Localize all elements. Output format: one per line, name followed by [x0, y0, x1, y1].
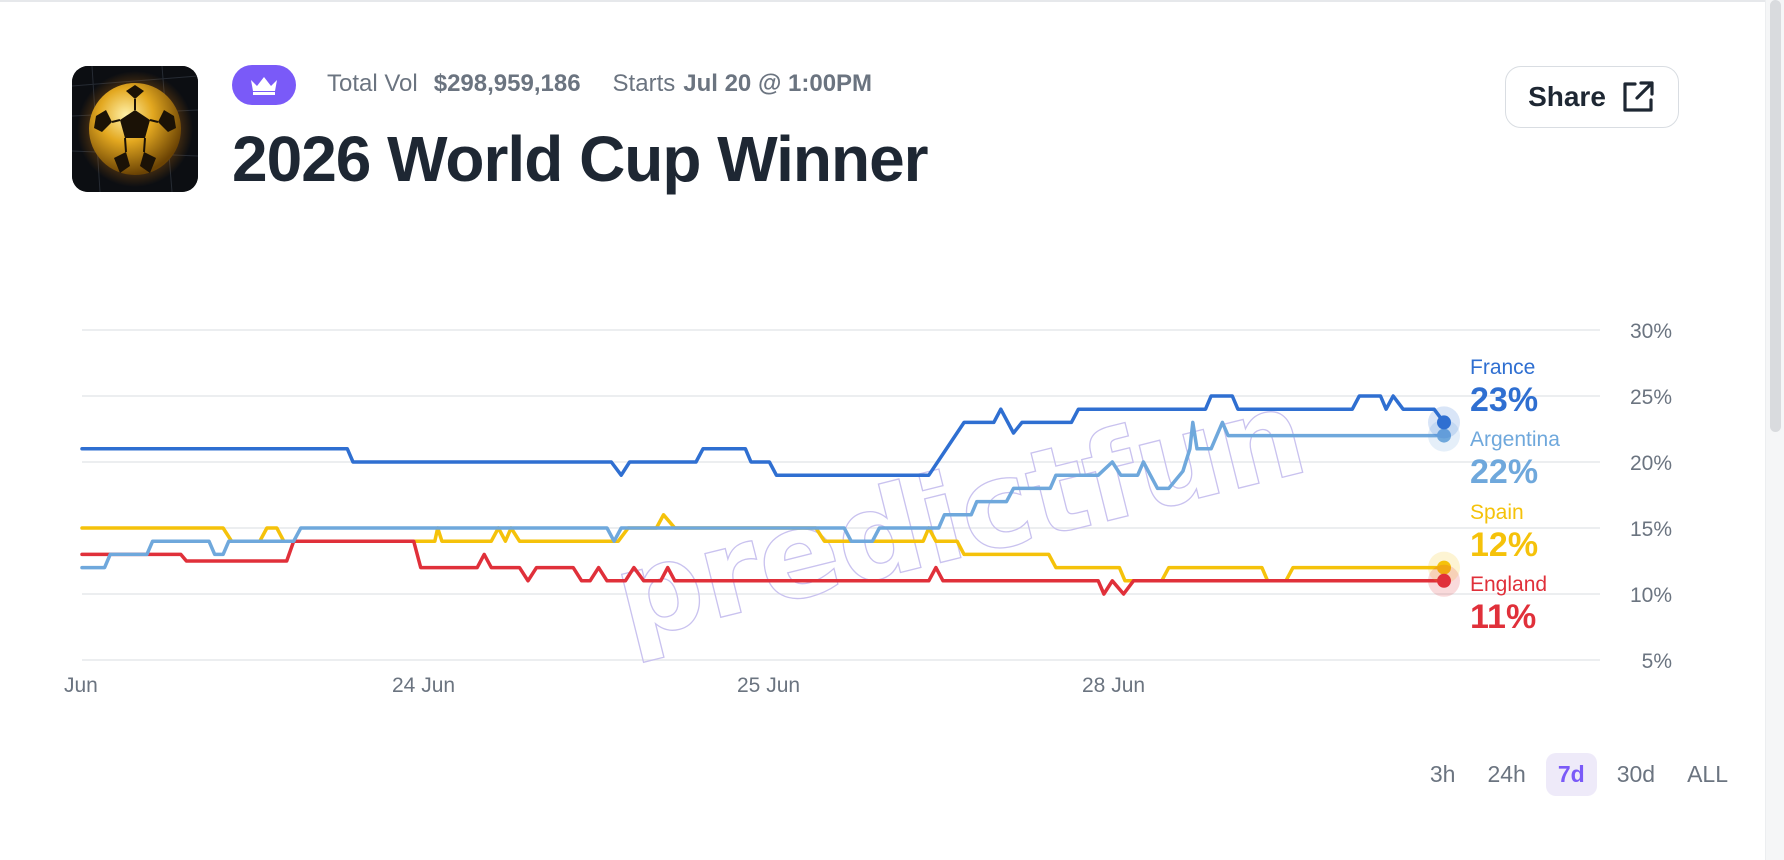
share-button[interactable]: Share: [1505, 66, 1679, 128]
timeframe-24h[interactable]: 24h: [1487, 761, 1526, 787]
y-tick-label: 10%: [1630, 584, 1672, 607]
total-vol-label: Total Vol: [327, 70, 418, 97]
crown-icon: [251, 77, 277, 95]
total-vol-value: $298,959,186: [433, 70, 581, 97]
y-tick-label: 5%: [1642, 650, 1672, 673]
scrollbar[interactable]: [1765, 0, 1784, 860]
x-tick-label: Jun: [64, 674, 98, 697]
starts-value: Jul 20 @ 1:00PM: [683, 70, 873, 97]
series-value-france: 23%: [1470, 381, 1538, 419]
timeframe-selector: 3h 24h 7d 30d ALL: [1418, 753, 1740, 796]
timeframe-3h[interactable]: 3h: [1429, 761, 1456, 787]
timeframe-all[interactable]: ALL: [1687, 761, 1728, 787]
series-name-argentina: Argentina: [1470, 428, 1560, 451]
y-tick-label: 15%: [1630, 518, 1672, 541]
series-value-england: 11%: [1470, 598, 1536, 636]
starts-label: Starts: [612, 70, 676, 97]
end-point-argentina: [1437, 428, 1451, 443]
end-point-france: [1437, 415, 1451, 430]
series-line-argentina: [80, 420, 1446, 570]
x-tick-label: 25 Jun: [737, 674, 800, 697]
featured-badge: [232, 65, 296, 105]
timeframe-30d[interactable]: 30d: [1616, 761, 1656, 787]
series-value-argentina: 22%: [1470, 453, 1538, 491]
share-label: Share: [1528, 81, 1606, 112]
y-tick-label: 30%: [1630, 320, 1672, 343]
soccer-ball-icon: [72, 66, 198, 192]
series-name-england: England: [1470, 573, 1547, 596]
y-tick-label: 20%: [1630, 452, 1672, 475]
end-point-england: [1437, 573, 1451, 588]
scrollbar-thumb[interactable]: [1770, 0, 1781, 432]
price-chart: predictfun 30%25%20%15%10%5% Jun 24 Jun 25…: [64, 320, 1672, 697]
external-link-icon: [1623, 81, 1654, 112]
series-name-spain: Spain: [1470, 501, 1524, 524]
x-tick-label: 28 Jun: [1082, 674, 1145, 697]
top-divider: [0, 0, 1784, 2]
series-name-france: France: [1470, 356, 1535, 379]
x-tick-label: 24 Jun: [392, 674, 455, 697]
market-meta: Total Vol $298,959,186 Starts Jul 20 @ 1…: [327, 70, 872, 98]
timeframe-7d[interactable]: 7d: [1545, 753, 1597, 796]
series-line-france: [80, 394, 1446, 477]
end-point-spain: [1437, 560, 1451, 575]
page-title: 2026 World Cup Winner: [232, 123, 929, 195]
series-line-england: [80, 539, 1446, 596]
y-tick-label: 25%: [1630, 386, 1672, 409]
series-value-spain: 12%: [1470, 526, 1538, 564]
